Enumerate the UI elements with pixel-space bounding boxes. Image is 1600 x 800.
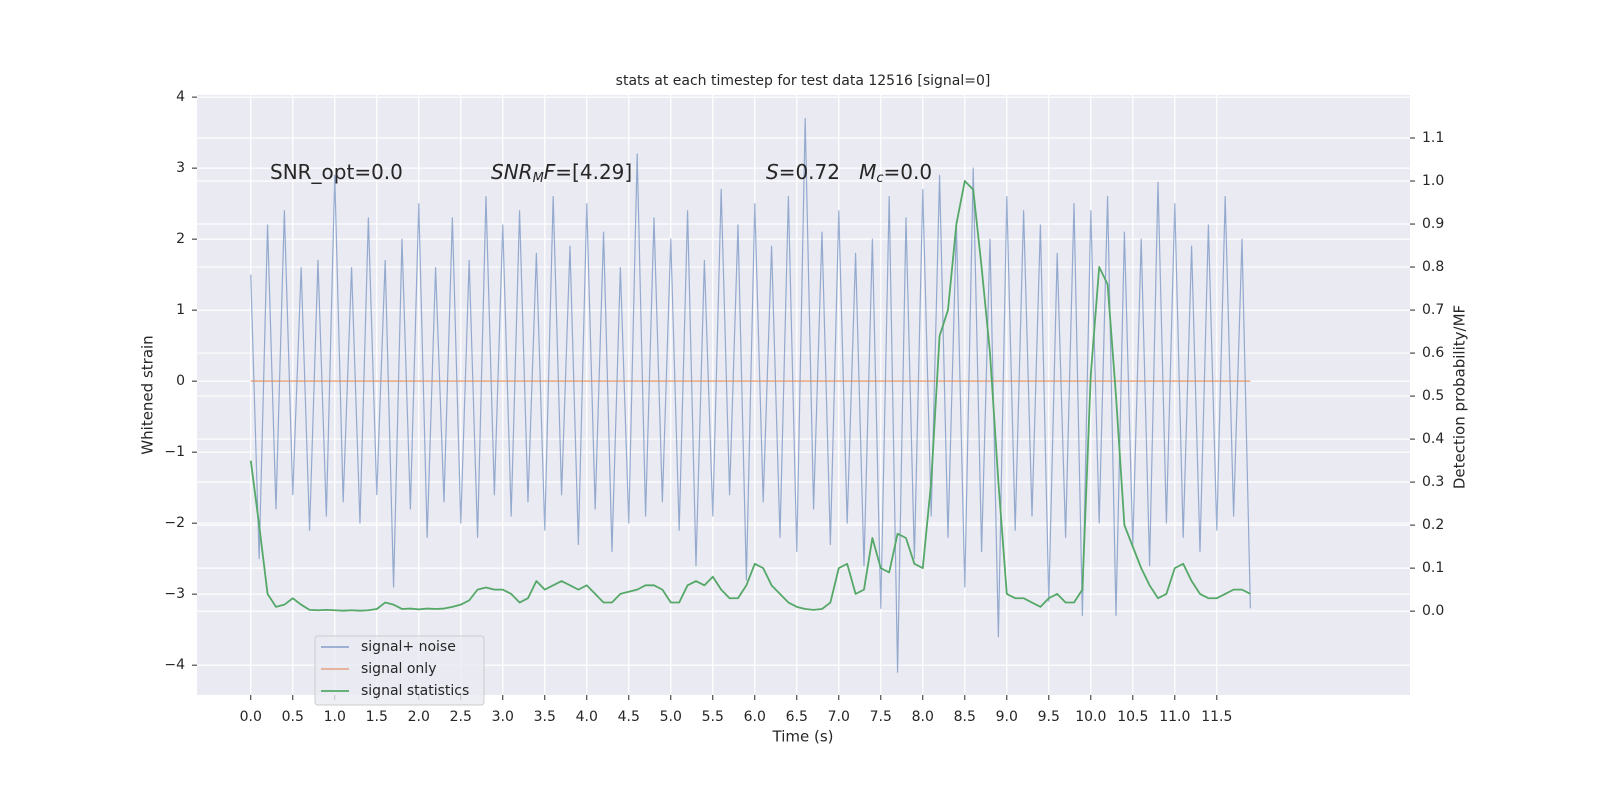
y-tick-label: −2 [164,515,185,531]
y2-tick-label: 1.0 [1422,173,1444,189]
y2-tick-label: 0.2 [1422,517,1444,533]
annotation: SNR_opt=0.0 [270,160,403,184]
x-tick-label: 8.0 [912,709,934,725]
x-tick-label: 6.5 [786,709,808,725]
x-tick-label: 3.0 [492,709,514,725]
x-tick-label: 9.0 [996,709,1018,725]
x-tick-label: 3.5 [534,709,556,725]
y-tick-label: 0 [176,373,185,389]
y2-tick-label: 0.1 [1422,560,1444,576]
y-tick-label: −1 [164,444,185,460]
y2-tick-label: 0.0 [1422,603,1444,619]
x-tick-label: 7.5 [870,709,892,725]
y2-tick-label: 1.1 [1422,130,1444,146]
legend-label: signal only [361,661,436,677]
annotation: SNRMF=[4.29] [491,160,632,186]
y-tick-label: 2 [176,231,185,247]
y2-tick-label: 0.6 [1422,345,1444,361]
y2-tick-label: 0.3 [1422,474,1444,490]
legend-box [314,635,485,706]
x-tick-label: 8.5 [954,709,976,725]
y-tick-label: 4 [176,89,185,105]
x-tick-label: 11.5 [1201,709,1232,725]
y-axis-label: Whitened strain [139,335,157,454]
x-tick-label: 2.5 [450,709,472,725]
x-tick-label: 1.5 [366,709,388,725]
marks [249,117,1251,673]
y2-tick-label: 0.9 [1422,216,1444,232]
series-line [249,180,1251,612]
x-tick-label: 0.5 [282,709,304,725]
legend-label: signal statistics [361,683,469,699]
y-tick-label: −4 [164,657,185,673]
x-tick-label: 5.5 [702,709,724,725]
legend: signal+ noise signal only signal statistic… [314,635,485,706]
y2-axis-label: Detection probability/MF [1451,305,1469,489]
x-tick-label: 5.0 [660,709,682,725]
y2-tick-label: 0.8 [1422,259,1444,275]
y2-tick-label: 0.7 [1422,302,1444,318]
x-tick-label: 10.5 [1117,709,1148,725]
x-axis-label: Time (s) [772,728,834,746]
annotation: S=0.72 Mc=0.0 [766,160,932,186]
chart-title: stats at each timestep for test data 125… [616,73,991,89]
legend-label: signal+ noise [361,639,456,655]
x-tick-label: 11.0 [1159,709,1190,725]
x-tick-label: 6.0 [744,709,766,725]
x-tick-label: 1.0 [324,709,346,725]
y2-tick-label: 0.5 [1422,388,1444,404]
x-tick-label: 0.0 [240,709,262,725]
y-tick-label: −3 [164,586,185,602]
y-tick-label: 3 [176,160,185,176]
x-tick-label: 4.0 [576,709,598,725]
x-tick-label: 7.0 [828,709,850,725]
x-tick-label: 10.0 [1075,709,1106,725]
y-tick-label: 1 [176,302,185,318]
y2-tick-label: 0.4 [1422,431,1444,447]
x-tick-label: 9.5 [1038,709,1060,725]
x-tick-label: 2.0 [408,709,430,725]
x-tick-label: 4.5 [618,709,640,725]
